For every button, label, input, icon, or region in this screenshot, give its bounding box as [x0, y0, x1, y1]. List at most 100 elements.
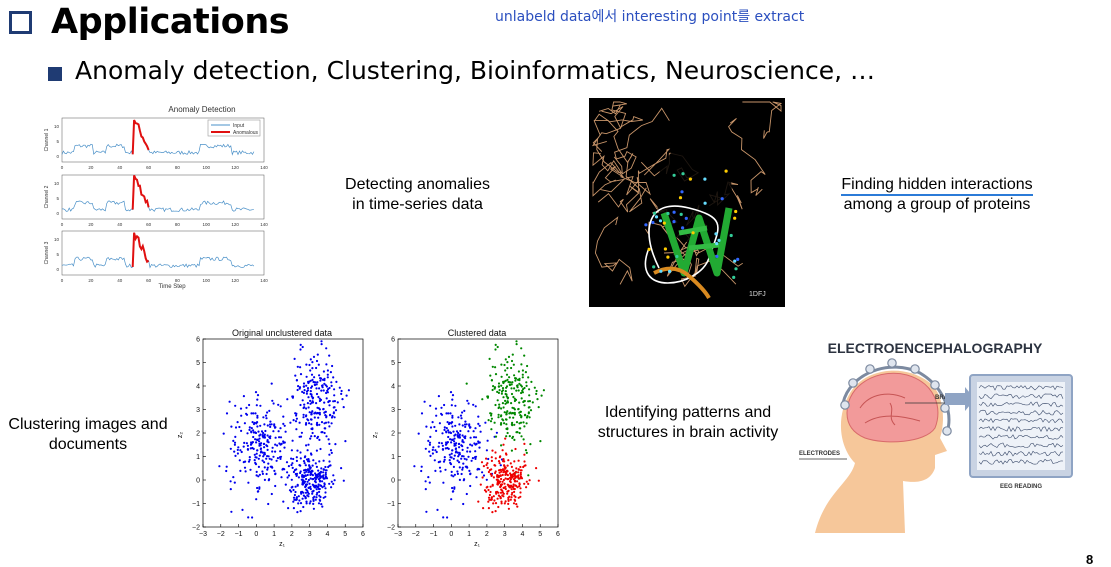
x-tick-label: 100	[203, 165, 211, 170]
data-point	[486, 439, 489, 442]
data-point	[263, 451, 266, 454]
data-point	[279, 436, 283, 439]
data-point	[508, 376, 511, 379]
data-point	[266, 448, 269, 451]
data-point	[461, 434, 464, 437]
data-point	[248, 426, 251, 429]
data-point	[496, 399, 499, 402]
data-point	[297, 495, 300, 498]
data-point	[493, 464, 496, 467]
input-series-line	[146, 256, 255, 269]
x-tick-label: 0	[61, 278, 64, 283]
data-point	[317, 416, 320, 419]
data-point	[266, 445, 269, 448]
data-point	[515, 340, 518, 343]
data-point	[292, 470, 295, 474]
data-point	[302, 480, 305, 483]
anomaly-panel-frame	[61, 117, 265, 163]
data-point	[436, 508, 439, 511]
data-point	[315, 383, 318, 386]
data-point	[280, 476, 283, 479]
data-point	[506, 361, 509, 364]
data-point	[527, 412, 530, 415]
data-point	[481, 476, 484, 479]
ligand-dot	[733, 216, 737, 220]
ligand-dot	[736, 257, 740, 261]
data-point	[314, 474, 317, 477]
data-point	[509, 462, 512, 465]
data-point	[307, 381, 310, 385]
data-point	[539, 440, 542, 443]
data-point	[507, 498, 510, 501]
data-point	[284, 483, 287, 486]
data-point	[468, 469, 471, 472]
data-point	[324, 491, 327, 494]
x-tick-label: 3	[308, 531, 312, 538]
anomaly-panel-frame	[61, 230, 265, 276]
x-tick-label: 20	[88, 222, 94, 227]
x-tick-label: 2	[485, 531, 489, 538]
data-point	[311, 470, 314, 473]
data-point	[309, 500, 312, 503]
data-point	[255, 452, 258, 455]
data-point	[467, 455, 470, 458]
data-point	[302, 416, 305, 419]
electrode	[942, 426, 952, 436]
data-point	[490, 498, 493, 501]
data-point	[433, 425, 436, 429]
data-point	[290, 449, 293, 452]
data-point	[506, 483, 509, 486]
data-point	[500, 444, 503, 447]
data-point	[496, 483, 499, 486]
data-point	[499, 464, 502, 467]
data-point	[452, 430, 455, 433]
data-point	[514, 379, 517, 382]
ligand-dot	[715, 242, 719, 246]
data-point	[449, 412, 452, 415]
data-point	[328, 425, 331, 428]
data-point	[489, 412, 492, 415]
data-point	[488, 357, 491, 360]
data-point	[527, 400, 530, 403]
data-point	[270, 492, 273, 496]
data-point	[511, 381, 514, 384]
data-point	[520, 397, 523, 400]
data-point	[443, 458, 446, 461]
caption-clustering: Clustering images and documents	[0, 415, 176, 455]
data-point	[325, 397, 328, 400]
y-tick-label: 6	[196, 337, 200, 344]
data-point	[502, 478, 505, 482]
data-point	[468, 423, 471, 426]
data-point	[494, 366, 497, 369]
data-point	[461, 466, 464, 469]
data-point	[299, 510, 302, 513]
data-point	[444, 443, 448, 446]
data-point	[311, 483, 314, 486]
data-point	[520, 435, 523, 438]
data-point	[440, 442, 443, 445]
data-point	[424, 480, 427, 483]
data-point	[513, 460, 516, 463]
protein-strand	[592, 161, 626, 197]
data-point	[230, 510, 233, 513]
data-point	[489, 420, 493, 423]
protein-white-loop	[644, 205, 719, 284]
data-point	[243, 441, 246, 444]
data-point	[510, 493, 513, 496]
data-point	[440, 406, 443, 409]
data-point	[519, 469, 522, 472]
data-point	[298, 499, 301, 502]
data-point	[309, 473, 312, 476]
data-point	[287, 465, 290, 468]
data-point	[424, 488, 427, 491]
data-point	[322, 389, 325, 392]
data-point	[525, 480, 528, 483]
data-point	[502, 492, 505, 495]
data-point	[307, 458, 310, 461]
data-point	[504, 392, 507, 396]
data-point	[519, 473, 522, 476]
data-point	[303, 403, 306, 406]
data-point	[516, 505, 519, 508]
data-point	[270, 458, 273, 461]
data-point	[469, 426, 472, 429]
